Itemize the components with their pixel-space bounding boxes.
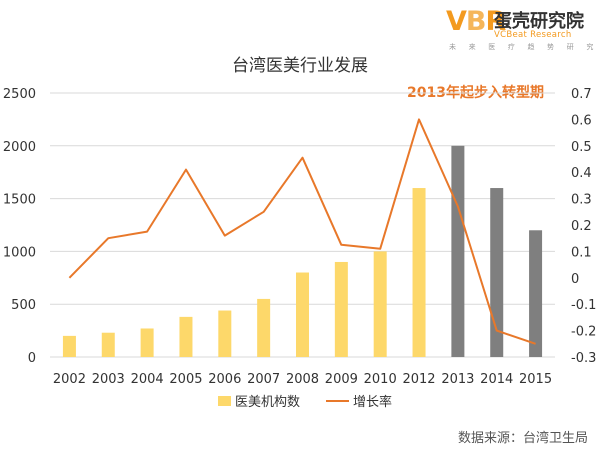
left-axis: 0 500 1000 1500 2000 2500 [3,87,36,366]
logo-name-cn: 蛋壳研究院 [494,11,584,32]
bar-2008 [296,272,309,357]
right-tick-label: -0.3 [571,351,596,366]
logo-letter-v: V [446,6,467,37]
left-tick-label: 500 [11,298,36,313]
logo-name-en: VCBeat Research [494,30,572,40]
growth-rate-line [68,118,536,345]
gridlines [50,92,555,358]
right-tick-label: -0.2 [571,325,596,340]
bar-2013 [451,145,465,357]
bar-2009 [334,261,348,357]
x-tick-label: 2012 [402,372,435,387]
right-tick-label: 0 [571,272,579,287]
legend-bar-swatch [218,396,231,406]
left-tick-label: 1500 [3,193,36,208]
x-tick-label: 2005 [169,372,202,387]
x-tick-label: 2010 [364,372,397,387]
logo-tagline: 未 来 医 疗 趋 势 研 究 [449,43,599,51]
bar-2002 [62,335,76,357]
bar-2006 [218,310,232,357]
x-tick-label: 2004 [131,372,164,387]
legend: 医美机构数 增长率 [218,394,392,410]
right-tick-label: 0.7 [571,87,592,102]
x-tick-label: 2003 [92,372,125,387]
right-tick-label: 0.6 [571,113,592,128]
x-tick-label: 2007 [247,372,280,387]
x-tick-label: 2002 [53,372,86,387]
x-tick-label: 2013 [441,372,474,387]
logo-letter-c: B [465,6,487,37]
x-tick-label: 2006 [208,372,241,387]
x-tick-label: 2014 [480,372,513,387]
x-tick-label: 2008 [286,372,319,387]
bar-2003 [101,332,115,357]
right-tick-label: 0.3 [571,193,592,208]
bar-2010 [373,251,387,357]
bar-2012 [412,188,426,357]
source-note: 数据来源：台湾卫生局 [457,431,588,446]
logo-letter-r: R [485,6,507,37]
right-tick-label: 0.4 [571,166,592,181]
vcbeat-logo: VBR 蛋壳研究院 VCBeat Research 未 来 医 疗 趋 势 研 … [446,4,599,51]
x-tick-label: 2009 [325,372,358,387]
legend-bar-label: 医美机构数 [235,395,300,410]
legend-line-label: 增长率 [353,394,392,410]
left-tick-label: 0 [28,351,36,366]
left-tick-label: 2500 [3,87,36,102]
left-tick-label: 2000 [3,140,36,155]
right-tick-label: -0.1 [571,298,596,313]
x-tick-label: 2015 [519,372,552,387]
chart-title: 台湾医美行业发展 [232,56,368,76]
bar-2014 [490,188,504,357]
left-tick-label: 1000 [3,245,36,260]
bar-2015 [529,230,543,357]
bar-2004 [140,328,154,357]
line-series [68,118,536,345]
x-axis: 2002 2003 2004 2005 2006 2007 2008 2009 2010 2012… [53,372,552,387]
right-tick-label: 0.1 [571,245,592,260]
bar-2005 [179,316,193,357]
bar-2007 [257,298,271,357]
bar-series [62,145,543,357]
right-axis: -0.3 -0.2 -0.1 0 0.1 0.2 0.3 0.4 0.5 0.6 0.7 [571,87,596,366]
right-tick-label: 0.2 [571,219,592,234]
right-tick-label: 0.5 [571,140,592,155]
logo-mark: VBR [446,6,507,37]
